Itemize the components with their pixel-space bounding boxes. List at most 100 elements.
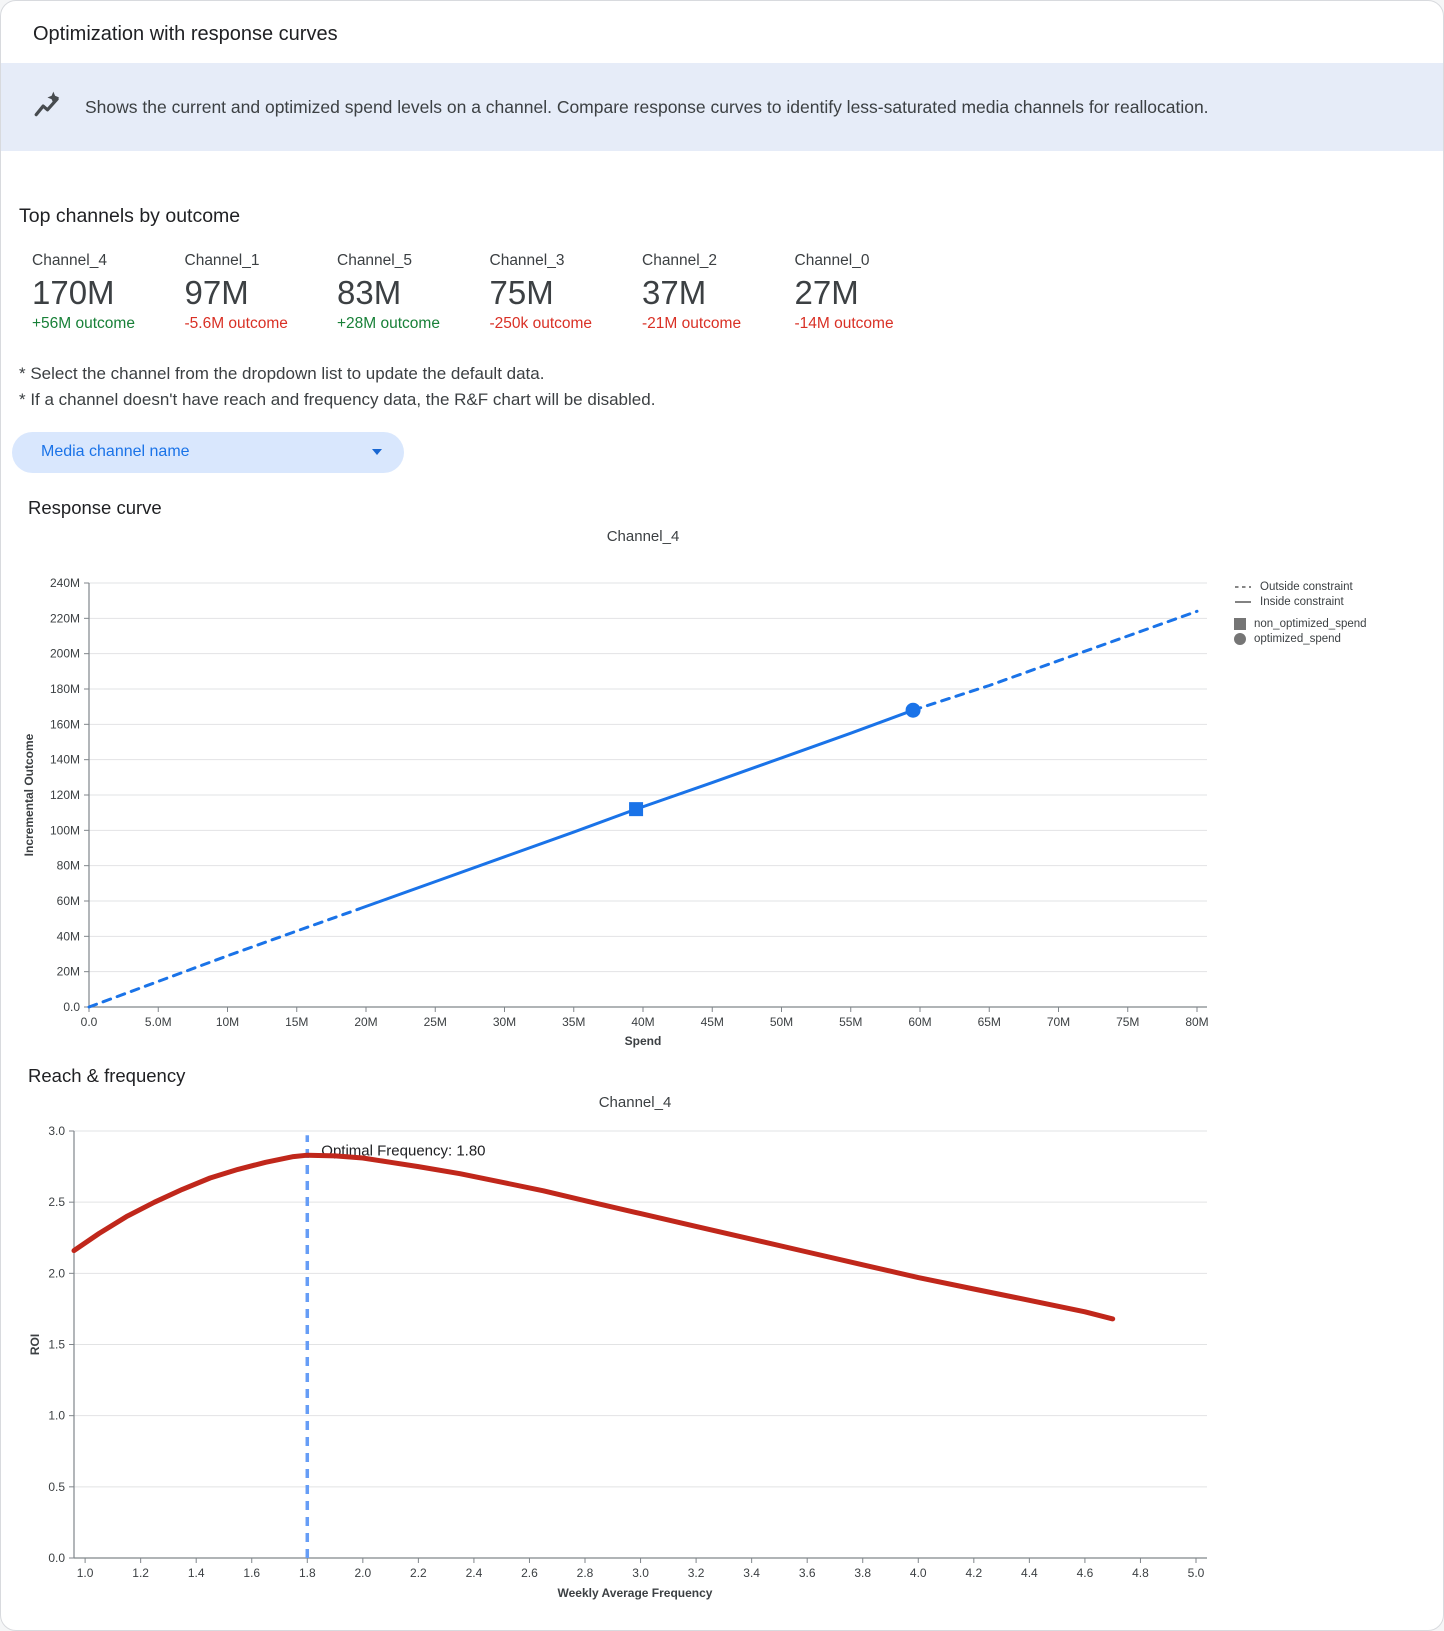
dropdown-selected-value: Media channel name [41,443,190,461]
y-tick-label: 240M [50,576,80,590]
channel-value: 170M [32,274,115,311]
x-tick-label: 60M [908,1015,931,1029]
response-curve-chart: 0.0 20M 40M 60M 80M 100M 120M 140M 160M 180M 200M 2… [22,528,1209,1048]
x-tick-label: 55M [839,1015,862,1029]
series-line-dashed [87,907,361,1009]
channel-value: 83M [337,274,402,311]
x-tick-label: 5.0 [1188,1566,1205,1580]
marker-non_optimized_spend [629,801,644,816]
x-tick-label: 45M [701,1015,724,1029]
y-tick-label: 140M [50,752,80,766]
x-tick-label: 25M [424,1015,447,1029]
x-tick-label: 2.4 [466,1566,483,1580]
channel-value: 75M [489,274,554,311]
x-tick-label: 3.2 [688,1566,705,1580]
channel-card: Channel_1 97M -5.6M outcome [185,252,338,333]
y-tick-label: 3.0 [48,1124,65,1138]
y-tick-label: 2.5 [48,1195,65,1209]
top-channels-heading: Top channels by outcome [19,205,241,227]
series-line-solid [71,1152,1116,1322]
optimal-frequency-label: Optimal Frequency: 1.80 [321,1142,485,1159]
y-tick-label: 1.5 [48,1337,65,1351]
x-tick-label: 3.8 [854,1566,871,1580]
marker-optimized_spend [905,702,921,718]
legend-label: optimized_spend [1254,632,1341,645]
x-tick-label: 2.2 [410,1566,427,1580]
x-tick-label: 4.2 [965,1566,982,1580]
channel-name: Channel_5 [337,252,412,269]
channel-name: Channel_3 [489,252,565,269]
x-tick-label: 20M [354,1015,377,1029]
banner-description: Shows the current and optimized spend le… [85,96,1209,117]
insights-trend-icon [33,90,63,125]
x-tick-label: 3.0 [632,1566,649,1580]
legend-label: Inside constraint [1260,595,1344,608]
y-tick-label: 180M [50,682,80,696]
x-tick-label: 3.6 [799,1566,816,1580]
channel-card: Channel_0 27M -14M outcome [795,252,948,333]
y-tick-label: 120M [50,788,80,802]
y-tick-label: 0.0 [63,1000,80,1014]
x-tick-label: 1.0 [77,1566,94,1580]
legend-solid-line-glyph [1235,600,1251,603]
reach-frequency-heading: Reach & frequency [28,1064,186,1086]
legend-label: Outside constraint [1260,580,1353,593]
channel-name: Channel_0 [794,252,870,269]
x-tick-label: 4.4 [1021,1566,1038,1580]
x-tick-label: 70M [1047,1015,1070,1029]
x-tick-label: 35M [562,1015,585,1029]
media-channel-dropdown[interactable]: Media channel name [12,431,404,473]
channel-value: 27M [794,274,859,311]
x-tick-label: 2.0 [354,1566,371,1580]
x-tick-label: 2.8 [577,1566,594,1580]
x-tick-label: 30M [493,1015,516,1029]
y-tick-label: 0.5 [48,1479,65,1493]
legend-square-glyph [1234,617,1246,630]
channel-value: 97M [184,274,249,311]
y-tick-label: 20M [57,964,80,978]
legend-item-outside-constraint: Outside constraint [1234,581,1434,593]
channel-delta: -14M outcome [794,314,894,332]
y-tick-label: 200M [50,646,80,660]
channel-delta: -5.6M outcome [184,314,288,332]
chevron-down-icon [372,449,382,456]
chart-legend: Outside constraint Inside constraint non… [1234,581,1434,648]
reach-frequency-chart: 0.0 0.5 1.0 1.5 2.0 2.5 3.0 1.0 1.2 1.4 1.6 1.8 2.0 2… [28,1094,1207,1600]
footnote-rf: * If a channel doesn't have reach and fr… [19,390,656,410]
channel-card: Channel_2 37M -21M outcome [642,252,795,333]
y-tick-label: 100M [50,823,80,837]
x-tick-label: 65M [978,1015,1001,1029]
y-tick-label: 60M [57,894,80,908]
channel-card: Channel_4 170M +56M outcome [32,252,185,333]
x-tick-label: 15M [285,1015,308,1029]
x-tick-label: 75M [1116,1015,1139,1029]
report-body: Top channels by outcome Channel_4 170M +… [1,205,1443,1629]
x-tick-label: 50M [770,1015,793,1029]
chart-title: Channel_4 [607,528,680,545]
series-line-dashed [911,609,1199,712]
x-tick-label: 1.4 [188,1566,205,1580]
x-tick-label: 0.0 [81,1015,98,1029]
legend-item-inside-constraint: Inside constraint [1234,596,1434,608]
x-tick-label: 4.0 [910,1566,927,1580]
chart-title: Channel_4 [599,1094,672,1111]
x-tick-label: 40M [631,1015,654,1029]
channel-card: Channel_3 75M -250k outcome [490,252,643,333]
channel-name: Channel_1 [184,252,260,269]
y-tick-label: 220M [50,611,80,625]
y-tick-label: 0.0 [48,1551,65,1565]
legend-item-optimized-spend: optimized_spend [1234,632,1434,645]
y-axis-title: ROI [28,1333,42,1354]
x-tick-label: 4.6 [1077,1566,1094,1580]
y-tick-label: 160M [50,717,80,731]
channel-card: Channel_5 83M +28M outcome [337,252,490,333]
channel-delta: -250k outcome [489,314,593,332]
x-tick-label: 1.6 [243,1566,260,1580]
channel-name: Channel_2 [642,252,717,269]
legend-circle-glyph [1234,632,1246,645]
channel-delta: +28M outcome [337,314,440,332]
x-tick-label: 2.6 [521,1566,538,1580]
y-tick-label: 1.0 [48,1408,65,1422]
x-axis-title: Weekly Average Frequency [558,1586,713,1600]
